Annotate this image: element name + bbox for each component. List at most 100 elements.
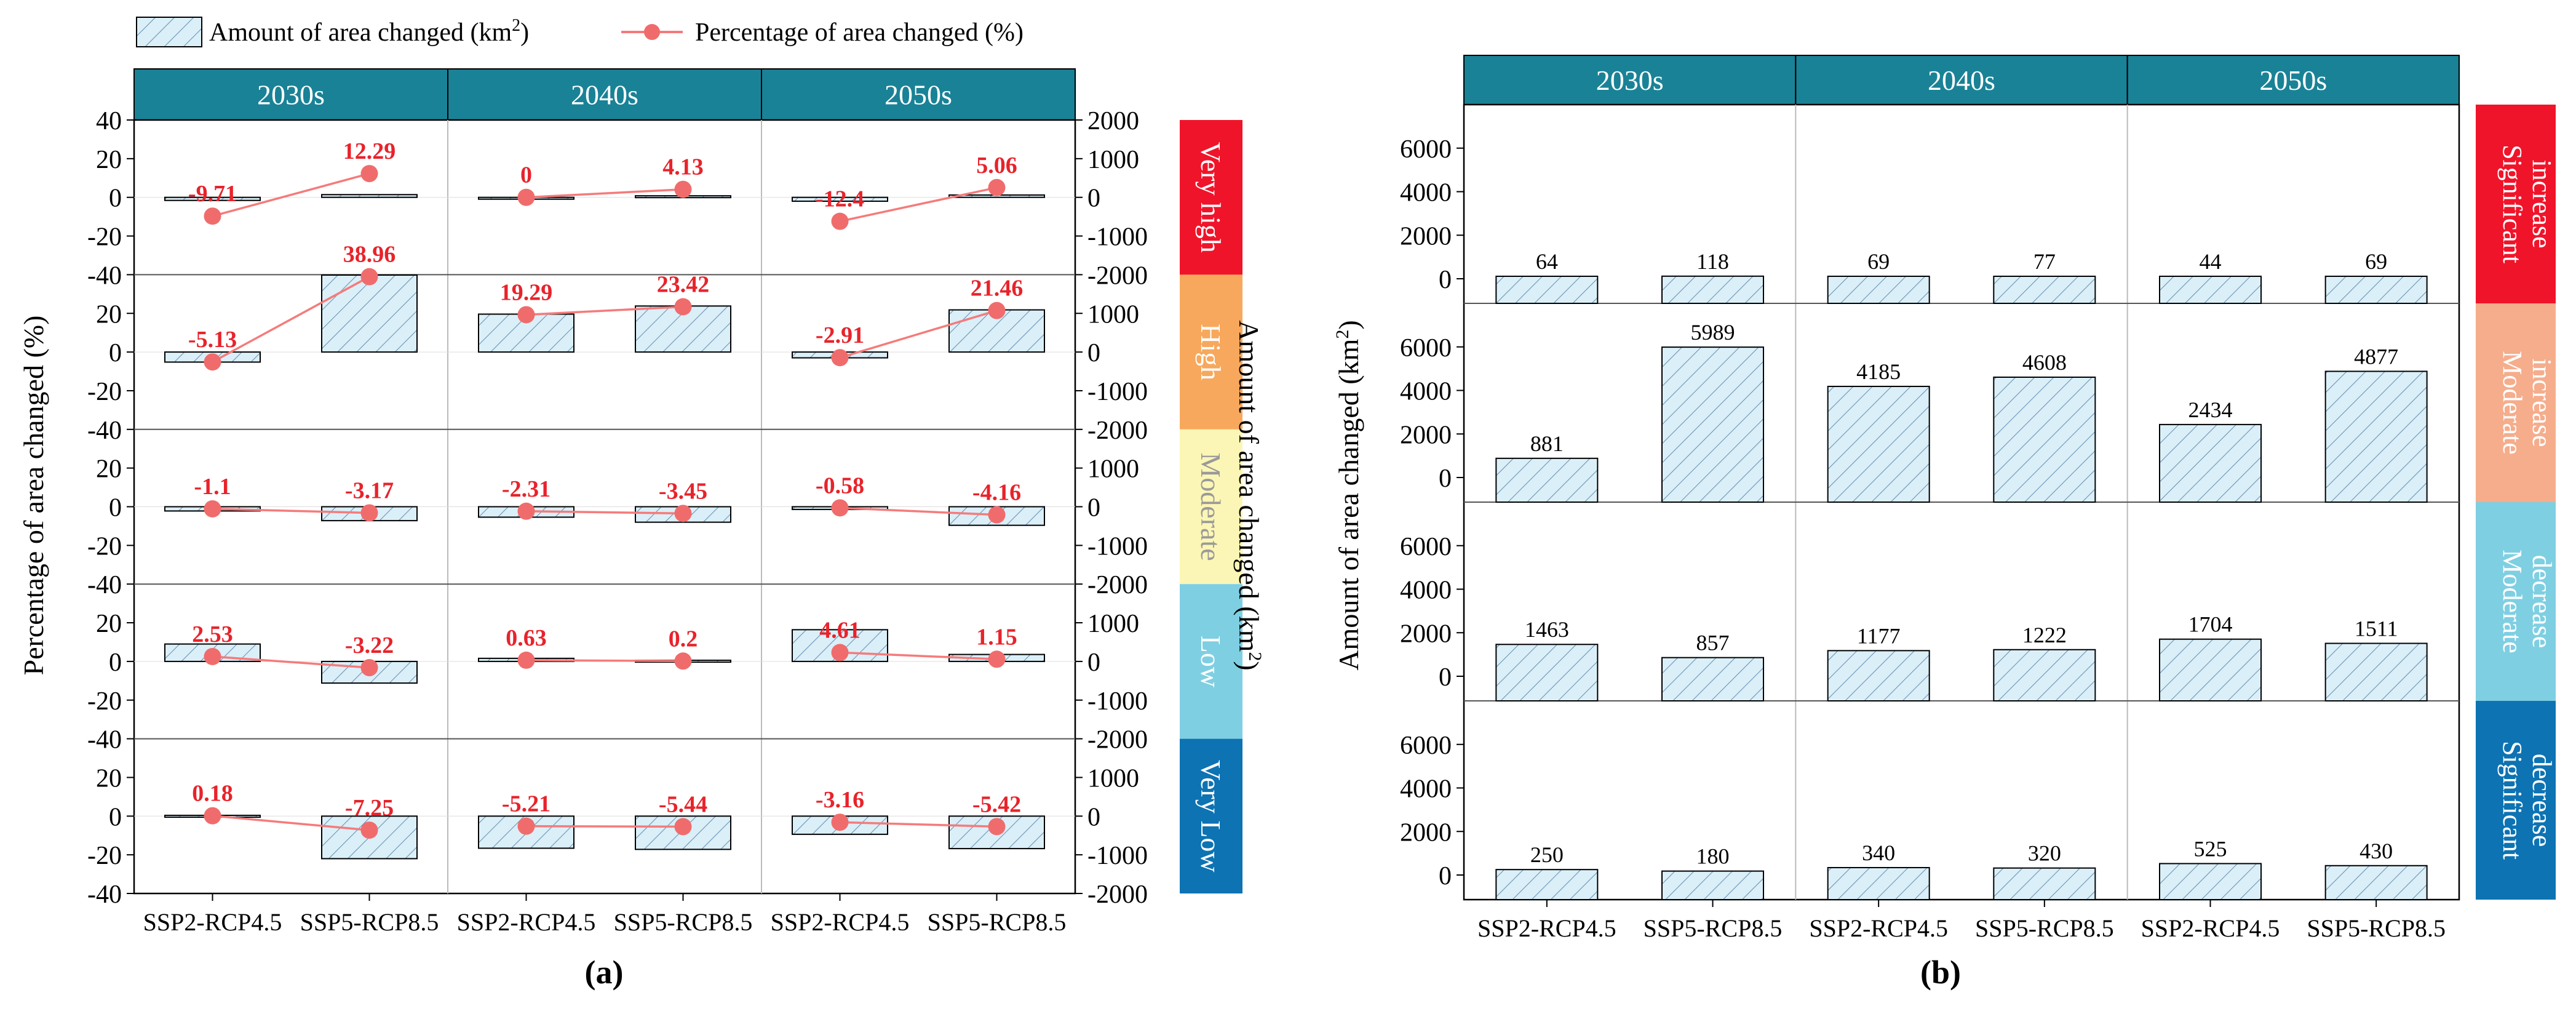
panel-a-series-line [212,814,370,831]
panel-a-x-ticks: SSP2-RCP4.5 SSP5-RCP8.5 SSP2-RCP4.5 SSP5-RC… [143,893,1066,936]
panel-b-row-band-2 [2476,502,2556,701]
panel-a-right-tick-label: -2000 [1087,726,1148,754]
panel-a-left-tick-label: -20 [87,687,122,716]
panel-b-x-tick-label: SSP2-RCP4.5 [1477,914,1616,942]
panel-b-value-label: 44 [2200,249,2222,274]
panel-b: 2030s 2040s 2050s 64 118 69 77 44 69 881 5989 4185… [1332,55,2557,991]
panel-a-right-tick-label: 0 [1087,649,1100,677]
panel-a-right-tick-label: -2000 [1087,571,1148,599]
panel-b-bars [1495,275,2428,901]
panel-a-caption: (a) [585,954,624,991]
panel-a-left-tick-label: 40 [96,107,122,135]
panel-b-value-label: 525 [2194,836,2227,861]
panel-a-x-tick-label: SSP5-RCP8.5 [614,908,753,936]
panel-a-point [988,302,1006,319]
panel-a-right-tick-label: -1000 [1087,532,1148,561]
panel-b-value-label: 320 [2028,841,2061,866]
panel-b-bar [1993,376,2096,503]
panel-a-row-label: High [1195,324,1226,380]
panel-a-series-line [840,186,997,223]
panel-b-value-label: 180 [1696,844,1730,869]
panel-a-value-label: 4.61 [819,617,861,643]
panel-b-bar [1993,276,2096,304]
panel-a-series-line [840,506,997,516]
panel-b-value-label: 4185 [1856,359,1901,384]
panel-b-value-label: 64 [1536,249,1558,274]
panel-a-value-label: 0 [520,162,532,188]
panel-a-right-tick-label: 1000 [1087,610,1139,638]
panel-a-point [988,818,1006,836]
panel-b-tick-label: 4000 [1400,179,1452,207]
panel-a-left-tick-label: -40 [87,726,122,754]
panel-a-value-label: -9.71 [188,181,237,207]
panel-a-series-line [839,309,998,359]
panel-b-bar [1495,869,1599,900]
panel-a-value-label: -5.13 [188,327,237,353]
panel-a-value-label: 1.15 [976,624,1017,650]
panel-b-bar [1661,870,1764,900]
legend-line-marker [644,24,660,40]
panel-a-point [674,298,692,316]
panel-a-y-axis-right-title: Amount of area changed (km2) [1233,320,1265,670]
panel-a-point [360,659,378,677]
panel-a-bars [164,194,1045,860]
panel-b-tick-label: 4000 [1400,378,1452,406]
panel-a-x-tick-label: SSP5-RCP8.5 [300,908,439,936]
panel-b-row-band-3 [2476,701,2556,900]
panel-b-row-label-line: Significant [2497,145,2527,263]
panel-a-right-tick-label: 0 [1087,494,1100,522]
panel-b-value-label: 69 [1867,249,1890,274]
panel-a-point [360,268,378,286]
panel-b-row-label-line: increase [2527,159,2557,248]
panel-a-left-tick-label: 0 [109,494,122,522]
panel-b-header-label: 2050s [2259,65,2327,96]
panel-a-right-tick-label: 0 [1087,803,1100,831]
panel-b-tick-label: 0 [1439,862,1452,890]
panel-a-row-band-1 [1180,274,1242,430]
panel-b-row-label-line: Moderate [2497,351,2527,455]
panel-b-x-tick-label: SSP2-RCP4.5 [2141,914,2280,942]
panel-b-row-label-line: Significant [2497,741,2527,860]
panel-b-bar [1827,866,1930,901]
panel-a-point [204,807,221,825]
panel-a-series-line [212,508,370,514]
panel-b-bar [2324,370,2428,503]
panel-b-tick-label: 0 [1439,266,1452,294]
panel-a-point [831,212,849,230]
panel-b-x-ticks: SSP2-RCP4.5 SSP5-RCP8.5 SSP2-RCP4.5 SSP5-RC… [1477,900,2446,942]
panel-a-series-line [212,276,370,363]
panel-b-tick-label: 6000 [1400,732,1452,760]
panel-a-value-label: -3.17 [345,478,394,503]
panel-a-point [988,178,1006,196]
panel-a-value-label: -0.58 [816,473,864,498]
panel-a-value-label: -4.16 [972,480,1021,506]
panel-a-series-line [526,305,683,316]
panel-b-bar [1495,644,1599,701]
panel-a-left-tick-label: 0 [109,803,122,831]
panel-b-value-label: 1463 [1525,617,1569,642]
panel-a: 2030s 2040s 2050s -9.71 12.29 0 4.13 -12.4 5.06… [18,68,1265,991]
panel-a-point [988,650,1006,668]
panel-a-right-tick-label: -1000 [1087,842,1148,870]
panel-a-header-label: 2030s [257,79,325,111]
panel-a-row-band-0 [1180,120,1242,275]
panel-a-series-line [526,188,683,199]
panel-a-x-tick-label: SSP2-RCP4.5 [143,908,282,936]
panel-a-left-tick-label: 0 [109,339,122,367]
panel-a-row-labels: Very high High Moderate Low Very Low [1180,120,1242,893]
panel-a-row-label: Very high [1195,142,1226,253]
panel-a-left-tick-label: -20 [87,842,122,870]
panel-a-value-label: -2.31 [502,476,551,502]
panel-a-right-tick-label: -2000 [1087,262,1148,290]
panel-a-row-label: Very Low [1195,760,1226,873]
panel-b-tick-label: 2000 [1400,222,1452,250]
panel-a-right-tick-label: 1000 [1087,300,1139,329]
panel-a-grid [133,119,1076,895]
legend-bar-swatch [136,17,202,47]
panel-b-tick-label: 0 [1439,465,1452,493]
panel-a-row-band-3 [1180,584,1242,739]
panel-b-row-label-line: decrease [2527,754,2557,847]
panel-a-left-tick-label: -40 [87,571,122,599]
